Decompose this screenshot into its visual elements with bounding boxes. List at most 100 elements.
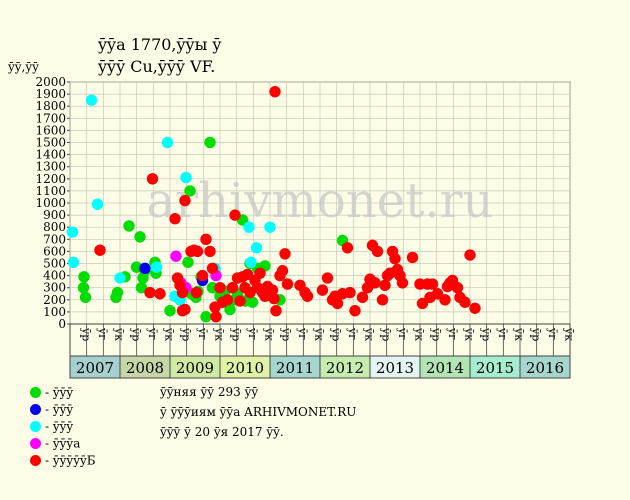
x-subperiod-label: ȳк (113, 327, 126, 341)
legend-item: - ȳȳȳȳȳБ (30, 453, 96, 468)
data-point (164, 304, 176, 317)
data-point (111, 286, 124, 299)
x-subperiod-label: ȳг (396, 327, 409, 340)
data-point (371, 245, 384, 258)
y-tick-label: 1800 (35, 99, 66, 113)
year-label: 2012 (326, 359, 364, 377)
year-label: 2009 (176, 359, 214, 377)
data-point (276, 265, 289, 277)
x-subperiod-label: ȳр (529, 327, 542, 341)
data-point (416, 297, 429, 310)
data-point (179, 303, 191, 316)
data-point (144, 286, 156, 299)
data-point (349, 304, 361, 317)
y-tick-label: 1200 (35, 172, 66, 186)
data-point (161, 136, 174, 149)
x-subperiod-label: ȳр (479, 327, 492, 341)
data-point (451, 282, 464, 294)
x-subperiod-label: ȳк (163, 327, 176, 341)
data-point (356, 291, 369, 304)
data-point (464, 249, 476, 261)
data-point (150, 261, 163, 273)
legend-swatch (30, 404, 41, 415)
data-point (169, 213, 181, 225)
x-subperiod-label: ȳк (363, 327, 376, 341)
x-subperiod-label: ȳг (446, 327, 459, 340)
year-label: 2008 (126, 359, 164, 377)
year-label: 2011 (276, 359, 314, 377)
y-tick-label: 100 (43, 305, 66, 319)
year-band (519, 355, 571, 379)
data-point (250, 242, 263, 254)
legend-label: - ȳȳȳ (45, 385, 74, 400)
x-subperiod-label: ȳк (413, 327, 426, 341)
data-point (316, 284, 329, 296)
legend-swatch (30, 387, 41, 398)
data-point (139, 262, 151, 275)
data-point (376, 294, 389, 306)
year-label: 2013 (376, 359, 414, 377)
legend-item: - ȳȳȳ (30, 419, 73, 434)
data-point (279, 248, 291, 260)
data-point (214, 282, 226, 294)
x-subperiod-label: ȳг (296, 327, 309, 340)
data-point (123, 220, 135, 232)
legend-label: - ȳȳȳa (45, 436, 81, 451)
data-point (431, 288, 444, 300)
data-point (204, 245, 216, 258)
y-tick-label: 500 (43, 257, 66, 271)
data-point (396, 277, 409, 289)
y-axis-label: ȳȳ,ȳȳ (8, 60, 39, 74)
data-point (176, 286, 189, 299)
data-point (67, 256, 80, 268)
x-subperiod-label: ȳг (196, 327, 209, 340)
data-point (206, 262, 219, 275)
legend-item: - ȳȳȳa (30, 436, 81, 451)
data-point (264, 221, 276, 233)
data-point (331, 297, 344, 310)
data-point (91, 198, 104, 210)
data-point (269, 85, 281, 98)
x-subperiod-label: ȳр (379, 327, 392, 341)
data-point (78, 271, 90, 283)
data-point (226, 282, 239, 294)
x-subperiod-label: ȳк (313, 327, 326, 341)
data-point (184, 185, 196, 197)
data-point (268, 292, 280, 305)
data-point (79, 291, 92, 304)
x-subperiod-label: ȳг (496, 327, 509, 340)
data-point (180, 171, 192, 184)
x-subperiod-label: ȳр (179, 327, 192, 341)
data-point (94, 244, 106, 256)
data-point (245, 256, 257, 268)
data-point (369, 277, 381, 289)
y-tick-label: 1100 (35, 184, 66, 198)
x-subperiod-label: ȳг (346, 327, 359, 340)
data-point (210, 311, 222, 323)
x-subperiod-label: ȳг (96, 327, 109, 340)
y-tick-label: 600 (43, 244, 66, 258)
data-point (301, 290, 314, 302)
x-subperiod-label: ȳк (263, 327, 276, 341)
data-point (321, 272, 334, 284)
y-tick-label: 1500 (35, 136, 66, 150)
data-point (154, 288, 166, 300)
data-point (341, 242, 354, 254)
x-subperiod-label: ȳг (146, 327, 159, 340)
legend-swatch (30, 455, 41, 466)
y-tick-label: 200 (43, 293, 66, 307)
data-point (229, 209, 241, 221)
y-tick-label: 700 (43, 232, 66, 246)
data-point (459, 296, 471, 308)
x-subperiod-label: ȳр (229, 327, 242, 341)
data-point (406, 251, 419, 264)
data-point (344, 286, 356, 299)
data-point (66, 226, 79, 238)
data-point (234, 295, 246, 307)
data-point (170, 250, 182, 262)
data-point (426, 278, 439, 290)
data-point (146, 173, 159, 185)
y-tick-label: 1000 (35, 196, 66, 210)
data-point (190, 286, 203, 299)
